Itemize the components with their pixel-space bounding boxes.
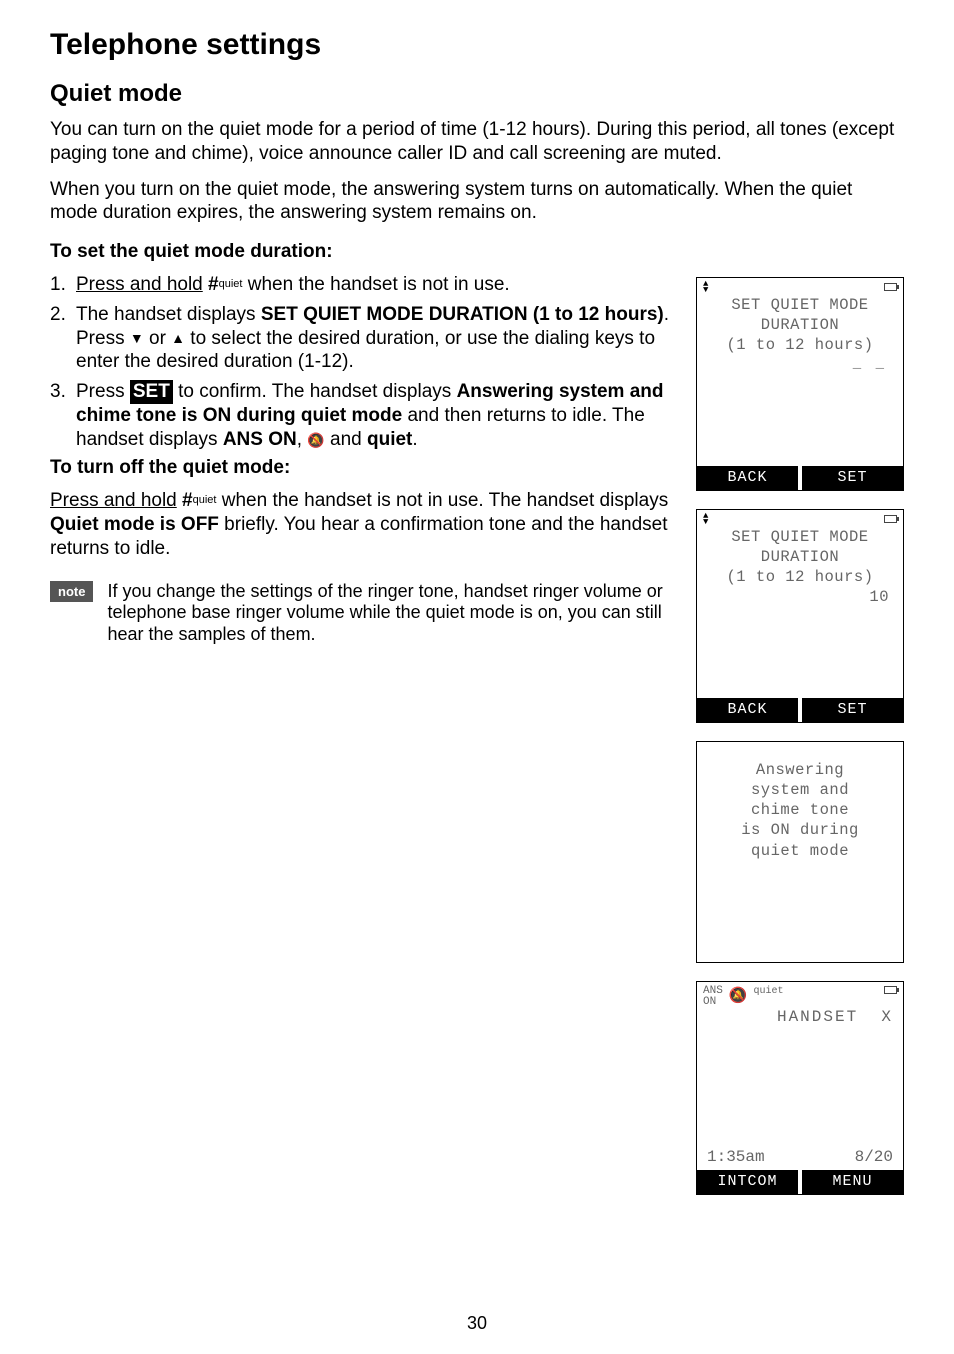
lcd1-back-button[interactable]: BACK xyxy=(697,466,798,490)
lcd3-l2: system and xyxy=(701,780,899,800)
lcd-screen-1: ▲▼ SET QUIET MODE DURATION (1 to 12 hour… xyxy=(696,277,904,491)
lcd1-set-button[interactable]: SET xyxy=(798,466,903,490)
lcd2-back-button[interactable]: BACK xyxy=(697,698,798,722)
lcd2-line2: DURATION xyxy=(701,547,899,567)
updown-arrows-icon: ▲▼ xyxy=(703,281,708,293)
intro-paragraph-1: You can turn on the quiet mode for a per… xyxy=(50,118,904,166)
lcd3-l4: is ON during xyxy=(701,820,899,840)
set-duration-heading: To set the quiet mode duration: xyxy=(50,241,678,263)
lcd-screen-3: Answering system and chime tone is ON du… xyxy=(696,741,904,963)
steps-list: Press and hold #quiet when the handset i… xyxy=(50,273,678,451)
step3-mid1: to confirm. The handset displays xyxy=(173,381,457,402)
pound-key-1: # xyxy=(208,274,219,295)
bell-off-icon: 🔕 xyxy=(307,432,324,448)
lcd4-handset: HANDSET xyxy=(777,1008,858,1026)
bell-off-icon-lcd: 🔕 xyxy=(729,986,748,1005)
off-bold: Quiet mode is OFF xyxy=(50,514,219,535)
pound-key-2: # xyxy=(182,490,193,511)
lcd2-line3: (1 to 12 hours) xyxy=(701,567,899,587)
lcd1-line2: DURATION xyxy=(701,315,899,335)
quiet-label-lcd: quiet xyxy=(754,986,784,997)
step2-pre: The handset displays xyxy=(76,304,261,325)
lcd4-intcom-button[interactable]: INTCOM xyxy=(697,1170,798,1194)
note-tag: note xyxy=(50,581,93,602)
ans-on-label: ANS ON xyxy=(703,986,723,1008)
press-and-hold-1: Press and hold xyxy=(76,274,203,295)
lcd1-line3: (1 to 12 hours) xyxy=(701,335,899,355)
turn-off-paragraph: Press and hold #quiet when the handset i… xyxy=(50,489,678,560)
battery-icon xyxy=(884,283,897,291)
press-and-hold-2: Press and hold xyxy=(50,490,177,511)
note-block: note If you change the settings of the r… xyxy=(50,581,678,647)
battery-icon-4 xyxy=(884,986,897,994)
off-mid1: when the handset is not in use. The hand… xyxy=(216,490,668,511)
step2-bold: SET QUIET MODE DURATION (1 to 12 hours) xyxy=(261,304,664,325)
step1-rest: when the handset is not in use. xyxy=(242,274,509,295)
page-number: 30 xyxy=(0,1313,954,1334)
lcd2-set-button[interactable]: SET xyxy=(798,698,903,722)
updown-arrows-icon-2: ▲▼ xyxy=(703,513,708,525)
step3-bold2: ANS ON xyxy=(223,429,297,450)
lcd4-date: 8/20 xyxy=(855,1148,893,1166)
step3-bold3: quiet xyxy=(367,429,412,450)
up-triangle-icon: ▲ xyxy=(171,330,185,348)
step-1: Press and hold #quiet when the handset i… xyxy=(50,273,678,297)
lcd3-l3: chime tone xyxy=(701,800,899,820)
down-triangle-icon: ▼ xyxy=(130,330,144,348)
lcd2-line1: SET QUIET MODE xyxy=(701,527,899,547)
step2-mid2: or xyxy=(144,328,171,349)
lcd-column: ▲▼ SET QUIET MODE DURATION (1 to 12 hour… xyxy=(696,237,904,1213)
step3-mid3: , xyxy=(297,429,308,450)
lcd4-menu-button[interactable]: MENU xyxy=(798,1170,903,1194)
step-3: Press SET to confirm. The handset displa… xyxy=(50,380,678,451)
main-column: To set the quiet mode duration: Press an… xyxy=(50,237,678,646)
step-2: The handset displays SET QUIET MODE DURA… xyxy=(50,303,678,374)
lcd3-l5: quiet mode xyxy=(701,841,899,861)
intro-paragraph-2: When you turn on the quiet mode, the ans… xyxy=(50,178,904,226)
set-button-label: SET xyxy=(130,380,173,404)
lcd2-value: 10 xyxy=(701,587,899,607)
lcd4-time: 1:35am xyxy=(707,1148,765,1166)
lcd3-l1: Answering xyxy=(701,760,899,780)
turn-off-heading: To turn off the quiet mode: xyxy=(50,457,678,479)
section-title: Quiet mode xyxy=(50,80,904,108)
step3-end: . xyxy=(412,429,417,450)
lcd-screen-4: ANS ON 🔕 quiet HANDSET X 1:35am 8/20 INT… xyxy=(696,981,904,1195)
step3-pre: Press xyxy=(76,381,130,402)
quiet-label-1: quiet xyxy=(219,278,243,290)
lcd1-dashes: _ _ xyxy=(701,355,899,373)
battery-icon-2 xyxy=(884,515,897,523)
lcd4-x: X xyxy=(881,1008,893,1026)
quiet-label-2: quiet xyxy=(193,494,217,506)
page-title: Telephone settings xyxy=(50,28,904,62)
lcd1-line1: SET QUIET MODE xyxy=(701,295,899,315)
lcd-screen-2: ▲▼ SET QUIET MODE DURATION (1 to 12 hour… xyxy=(696,509,904,723)
step3-mid4: and xyxy=(325,429,367,450)
note-text: If you change the settings of the ringer… xyxy=(107,581,678,647)
